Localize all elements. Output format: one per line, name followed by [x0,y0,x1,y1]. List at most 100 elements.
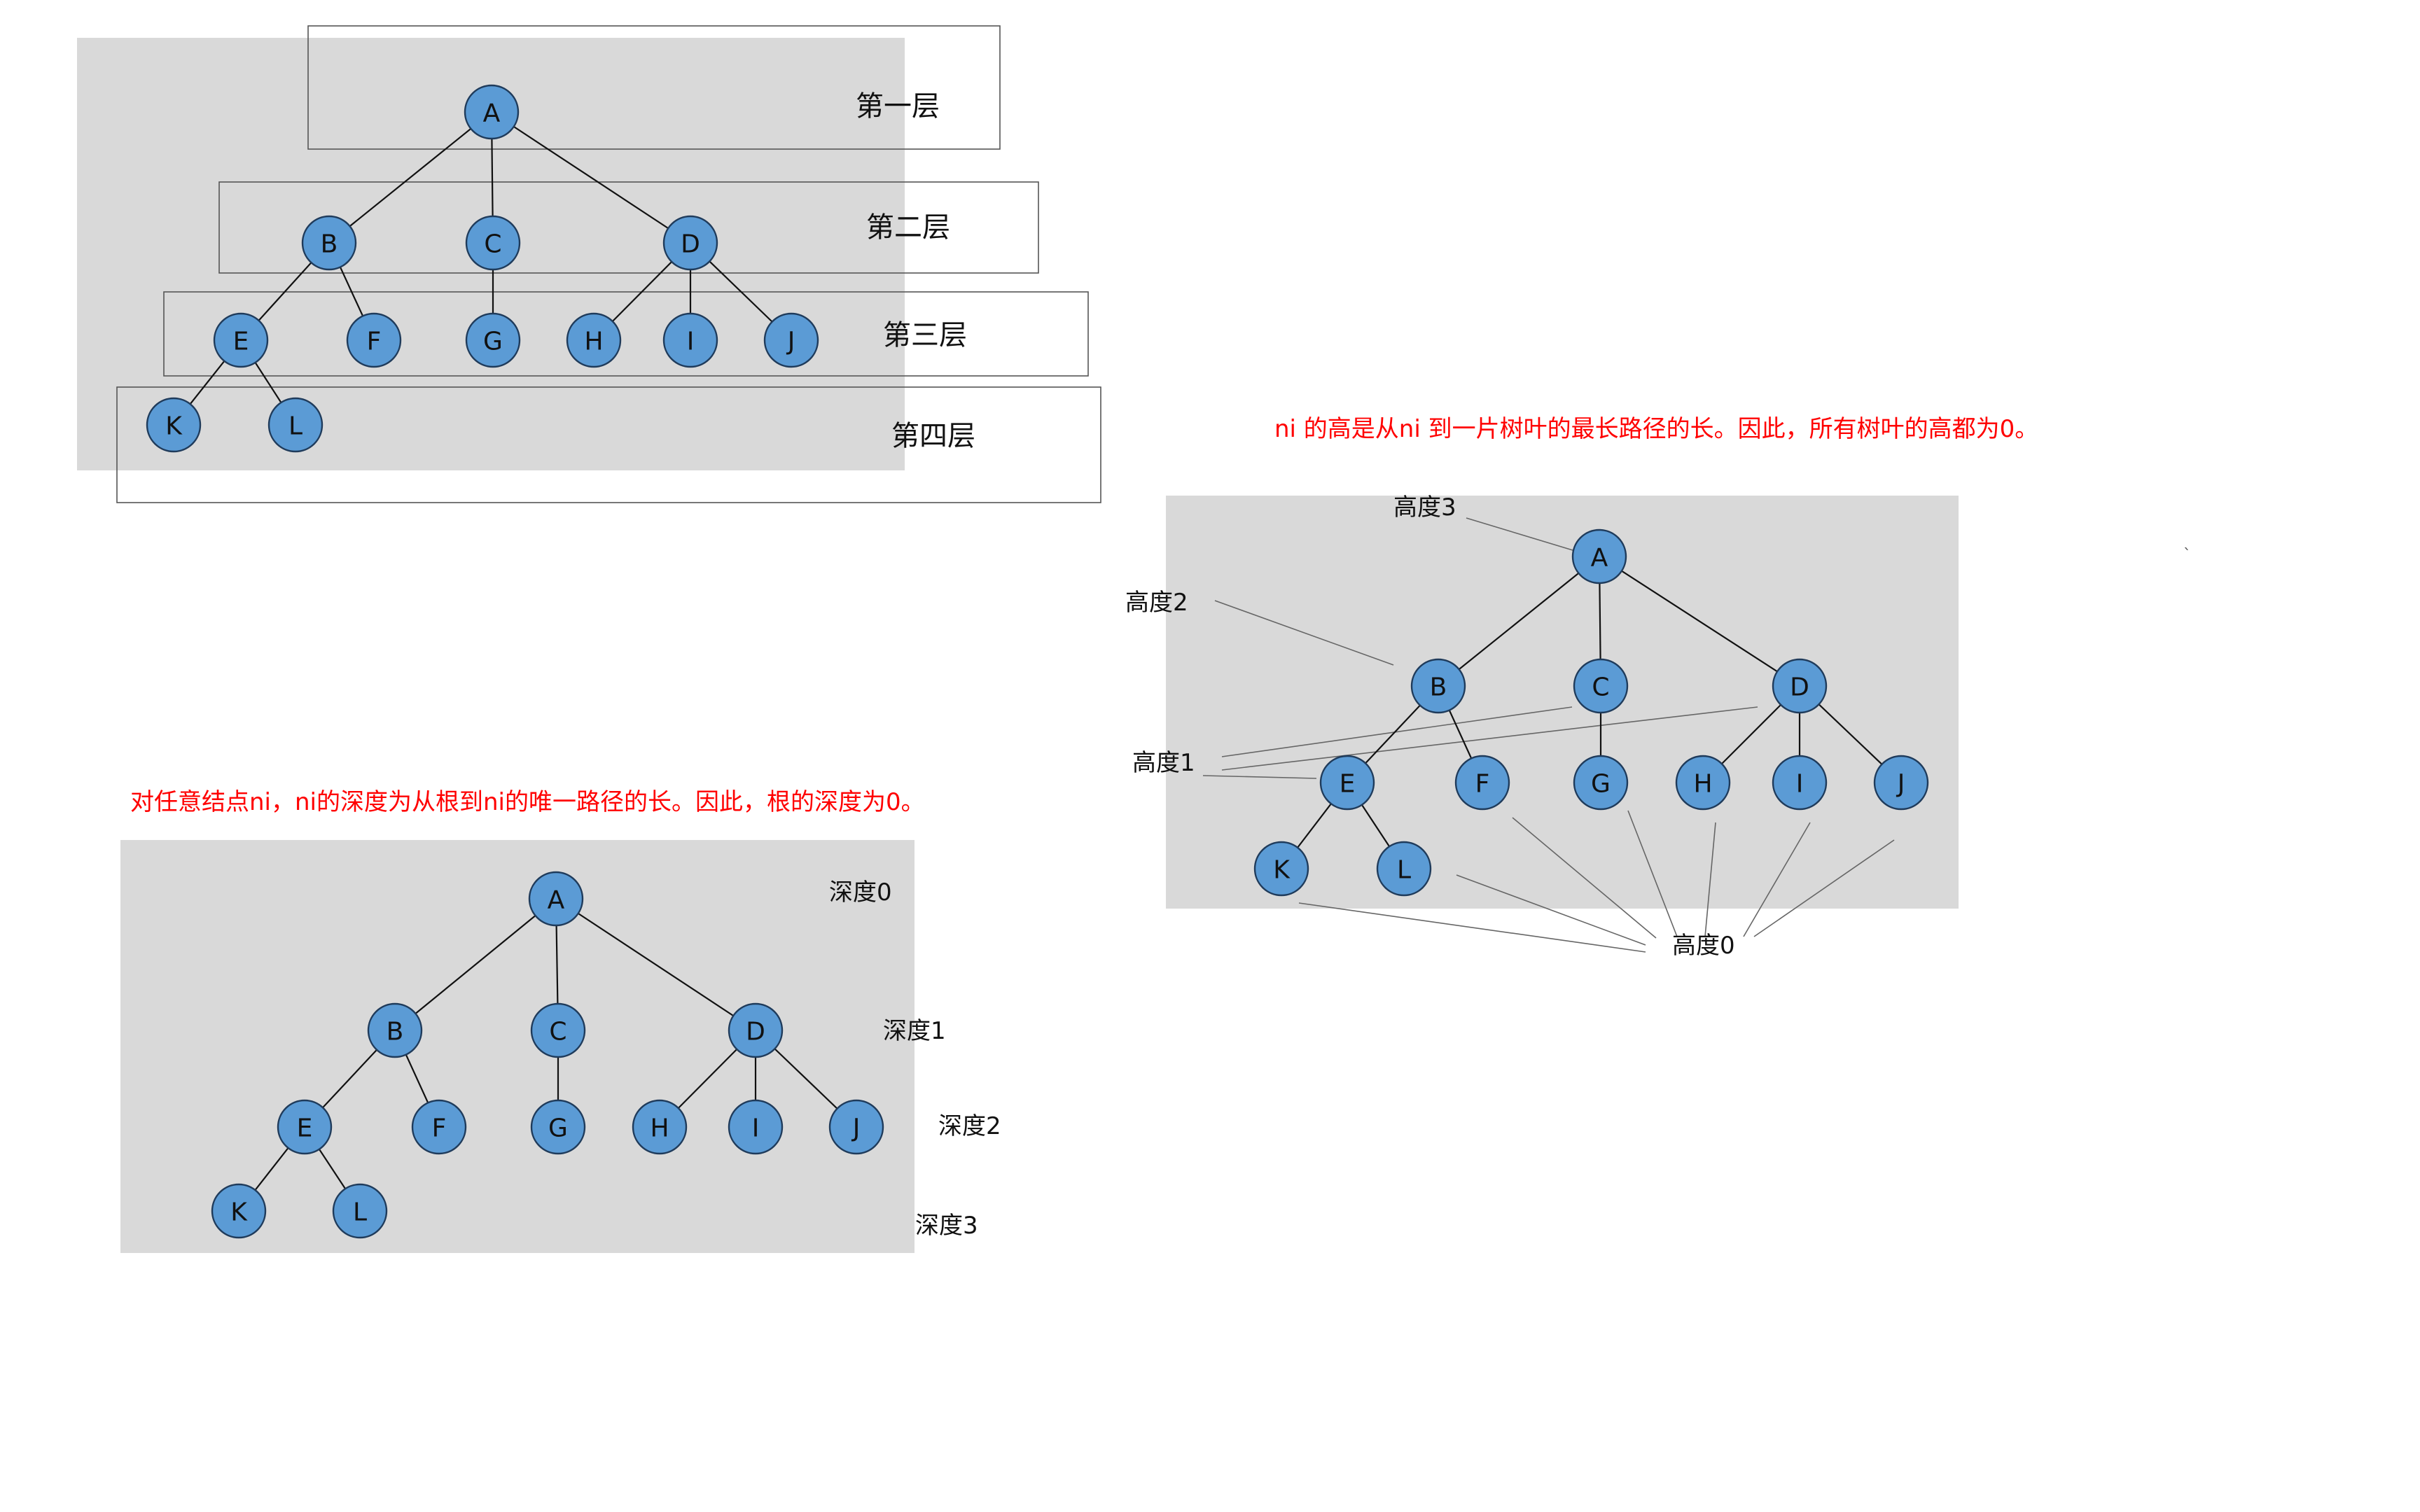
level-node-label-c: C [484,230,501,259]
level-node-h: H [566,312,622,368]
level-node-label-f: F [367,328,382,356]
level-node-circle-f [346,312,402,368]
depth-diagram-nodes: A B C D E F G H I J K L [211,871,884,1239]
level-node-c: C [465,215,521,271]
height-node-circle-i [1772,755,1828,811]
level-node-d: D [662,215,718,271]
level-node-circle-l [267,397,324,453]
depth-node-label-b: B [387,1018,404,1046]
height-node-d: D [1772,658,1828,714]
depth-node-b: B [367,1002,423,1058]
level-node-circle-g [465,312,521,368]
height-edge-a-d [1599,556,1800,687]
height-node-circle-k [1253,841,1309,897]
level-2-box [218,181,1039,274]
height-edge-a-b [1438,556,1600,687]
pointer-height0-h [1704,822,1716,937]
pointer-height0-j [1753,839,1895,937]
pointer-height0-i [1743,822,1811,937]
depth-diagram-background [120,840,915,1253]
level-node-circle-k [146,397,202,453]
height-node-circle-h [1675,755,1731,811]
level-node-circle-d [662,215,718,271]
depth-node-circle-e [277,1099,333,1155]
level-node-l: L [267,397,324,453]
level-node-label-b: B [321,230,338,259]
depth-node-g: G [530,1099,586,1155]
height-node-label-k: K [1273,856,1291,885]
level-node-i: I [662,312,718,368]
height-node-k: K [1253,841,1309,897]
depth-node-circle-l [332,1183,388,1239]
height-node-g: G [1573,755,1629,811]
height-node-l: L [1376,841,1432,897]
level-node-circle-c [465,215,521,271]
pointer-height1-d [1221,706,1758,771]
level-label-3: 第三层 [883,319,967,351]
depth-node-circle-b [367,1002,423,1058]
depth-node-label-i: I [752,1114,760,1143]
level-1-box [307,25,1001,150]
level-node-a: A [464,84,520,140]
depth-node-label-l: L [353,1198,367,1227]
depth-node-f: F [411,1099,467,1155]
level-label-2: 第二层 [866,211,950,244]
depth-node-circle-c [530,1002,586,1058]
level-node-label-i: I [687,328,695,356]
height-label-3: 高度3 [1393,493,1456,522]
depth-label-3: 深度3 [915,1212,978,1240]
depth-node-l: L [332,1183,388,1239]
height-node-i: I [1772,755,1828,811]
depth-node-circle-d [728,1002,784,1058]
height-node-circle-l [1376,841,1432,897]
height-node-j: J [1873,755,1929,811]
height-node-circle-c [1573,658,1629,714]
height-diagram-nodes: A B C D E F G H I J K L [1253,528,1929,897]
level-node-circle-b [301,215,357,271]
depth-node-label-g: G [548,1114,568,1143]
level-node-k: K [146,397,202,453]
depth-node-label-k: K [230,1198,248,1227]
height-node-label-e: E [1340,770,1356,799]
level-node-label-g: G [483,328,503,356]
level-node-label-k: K [165,412,183,441]
height-label-2: 高度2 [1125,589,1188,617]
stray-mark: ` [2183,547,2191,564]
depth-node-circle-a [528,871,584,927]
level-3-box [163,291,1089,377]
level-diagram: A B C D E F G H I J K L 第一层 第二层 第三层 第四层 [77,25,1101,503]
pointer-height0-g [1627,810,1678,937]
height-node-circle-j [1873,755,1929,811]
height-diagram: ni 的高是从ni 到一片树叶的最长路径的长。因此，所有树叶的高都为0。 A B C… [1125,415,2038,960]
level-node-label-l: L [288,412,302,441]
depth-node-h: H [632,1099,688,1155]
height-node-label-g: G [1591,770,1611,799]
height-node-label-h: H [1693,770,1712,799]
height-node-e: E [1319,755,1375,811]
level-node-circle-a [464,84,520,140]
level-node-e: E [213,312,269,368]
depth-node-j: J [828,1099,884,1155]
depth-label-1: 深度1 [883,1017,946,1045]
pointer-height0-f [1512,817,1657,939]
level-node-label-d: D [681,230,700,259]
level-node-label-h: H [584,328,603,356]
level-edge-a-b [328,111,492,244]
level-label-4: 第四层 [891,420,975,452]
depth-node-c: C [530,1002,586,1058]
depth-diagram: 对任意结点ni，ni的深度为从根到ni的唯一路径的长。因此，根的深度为0。 A B… [120,788,1001,1253]
level-node-g: G [465,312,521,368]
height-label-1: 高度1 [1132,749,1195,777]
height-node-h: H [1675,755,1731,811]
height-node-circle-b [1410,658,1466,714]
depth-node-circle-h [632,1099,688,1155]
depth-node-i: I [728,1099,784,1155]
height-node-circle-a [1571,528,1627,584]
depth-node-circle-i [728,1099,784,1155]
height-node-c: C [1573,658,1629,714]
depth-node-circle-f [411,1099,467,1155]
depth-node-label-c: C [549,1018,566,1046]
depth-node-e: E [277,1099,333,1155]
height-node-circle-d [1772,658,1828,714]
pointer-height0-l [1456,874,1646,946]
